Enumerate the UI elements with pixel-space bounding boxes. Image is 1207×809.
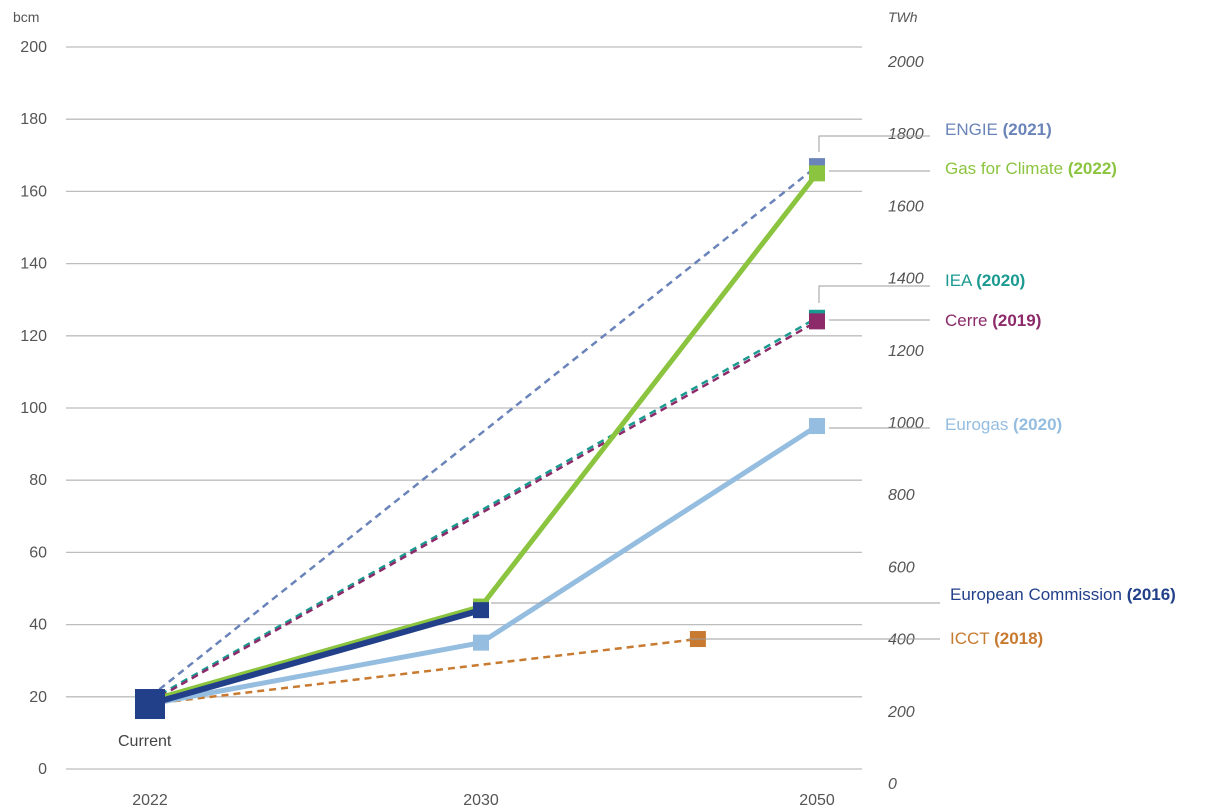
legend-entry-european-commission: European Commission (2016)	[950, 585, 1176, 604]
x-tick-2022: 2022	[132, 792, 168, 809]
left-axis: bcm 0 20 40 60 80 100 120 140 160 180 200	[13, 9, 47, 778]
legend-year-eurogas: (2020)	[1013, 415, 1062, 434]
current-label: Current	[118, 733, 172, 750]
left-tick-0: 0	[38, 761, 47, 778]
x-tick-2050: 2050	[799, 792, 835, 809]
legend-entry-engie: ENGIE (2021)	[945, 120, 1052, 139]
legend-entry-gas-for-climate: Gas for Climate (2022)	[945, 159, 1117, 178]
legend-name-gas-for-climate: Gas for Climate	[945, 159, 1068, 178]
grid-lines	[66, 46, 862, 770]
x-axis: 2022 2030 2050	[132, 792, 835, 809]
series-line-iea	[149, 316, 818, 702]
legend-name-cerre: Cerre	[945, 311, 992, 330]
marker-eurogas-1	[473, 634, 489, 651]
legend-entry-eurogas: Eurogas (2020)	[945, 415, 1062, 434]
marker-european-commission-1	[473, 602, 489, 619]
series-line-gas-for-climate	[147, 170, 820, 703]
right-axis-unit: TWh	[888, 9, 918, 25]
right-tick-1400: 1400	[888, 271, 924, 288]
leader-line-engie	[818, 135, 930, 152]
legend-name-eurogas: Eurogas	[945, 415, 1013, 434]
left-tick-40: 40	[29, 617, 47, 634]
current-marker	[135, 689, 165, 720]
left-tick-140: 140	[20, 256, 47, 273]
legend-entry-cerre: Cerre (2019)	[945, 311, 1041, 330]
right-tick-800: 800	[888, 487, 915, 504]
right-tick-600: 600	[888, 559, 915, 576]
left-tick-120: 120	[20, 328, 47, 345]
right-axis: TWh 0 200 400 600 800 1000 1200 1400 1600 1800 200…	[887, 9, 924, 793]
marker-eurogas-2	[809, 418, 825, 435]
right-tick-1200: 1200	[888, 343, 924, 360]
left-tick-20: 20	[29, 689, 47, 706]
series-line-eurogas	[147, 423, 820, 707]
left-tick-80: 80	[29, 472, 47, 489]
left-tick-160: 160	[20, 183, 47, 200]
right-tick-400: 400	[888, 632, 915, 649]
left-tick-200: 200	[20, 39, 47, 56]
left-tick-100: 100	[20, 400, 47, 417]
legend-name-icct: ICCT	[950, 629, 994, 648]
left-axis-unit: bcm	[13, 9, 39, 25]
legend-year-iea: (2020)	[976, 271, 1025, 290]
left-tick-180: 180	[20, 111, 47, 128]
legend-year-icct: (2018)	[994, 629, 1043, 648]
right-tick-1600: 1600	[888, 198, 924, 215]
left-tick-60: 60	[29, 544, 47, 561]
legend-year-cerre: (2019)	[992, 311, 1041, 330]
legend-name-iea: IEA	[945, 271, 976, 290]
leader-line-iea	[818, 285, 930, 303]
legend-entry-iea: IEA (2020)	[945, 271, 1025, 290]
legend-year-engie: (2021)	[1003, 120, 1052, 139]
series-line-cerre	[149, 320, 818, 704]
right-tick-2000: 2000	[887, 54, 924, 71]
series-line-icct	[149, 637, 699, 706]
legend: ENGIE (2021) Gas for Climate (2022) IEA (2…	[491, 120, 1176, 648]
right-tick-1800: 1800	[888, 126, 924, 143]
right-tick-0: 0	[888, 776, 897, 793]
series-line-european-commission	[147, 607, 484, 708]
right-tick-200: 200	[887, 704, 915, 721]
legend-year-gas-for-climate: (2022)	[1068, 159, 1117, 178]
legend-year-european-commission: (2016)	[1127, 585, 1176, 604]
current-marker-group: Current	[118, 689, 172, 750]
x-tick-2030: 2030	[463, 792, 499, 809]
legend-name-engie: ENGIE	[945, 120, 1003, 139]
right-tick-1000: 1000	[888, 415, 924, 432]
legend-entry-icct: ICCT (2018)	[950, 629, 1043, 648]
legend-name-european-commission: European Commission	[950, 585, 1127, 604]
marker-gas-for-climate-2	[809, 165, 825, 182]
marker-cerre-1	[809, 313, 825, 330]
series-line-engie	[149, 165, 818, 698]
series-layer	[147, 158, 825, 708]
